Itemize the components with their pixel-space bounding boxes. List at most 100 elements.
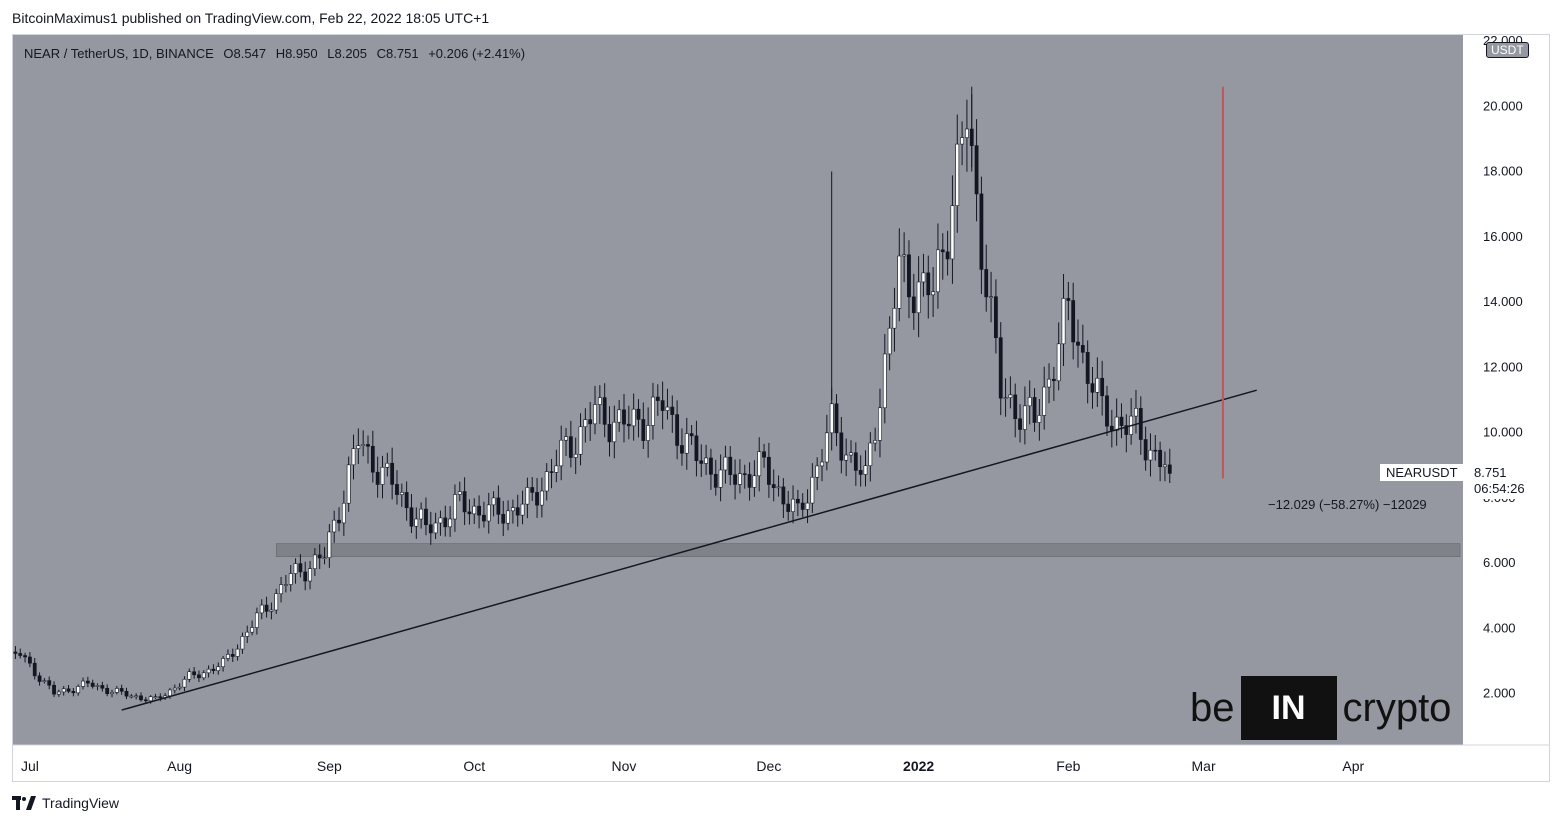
candle-body	[467, 511, 472, 515]
candle-body	[351, 448, 356, 466]
candle-body	[1124, 425, 1129, 435]
candle-body	[1022, 405, 1027, 430]
pair-label: NEAR / TetherUS, 1D, BINANCE	[24, 46, 214, 61]
candle-body	[588, 419, 593, 425]
candle-body	[554, 465, 559, 473]
bar-countdown: 06:54:26	[1474, 481, 1525, 496]
candle-body	[636, 408, 641, 420]
candle-body	[250, 627, 254, 633]
y-tick-label: 2.000	[1483, 686, 1516, 701]
publisher-line: BitcoinMaximus1 published on TradingView…	[12, 10, 490, 26]
candle-body	[1148, 449, 1153, 461]
x-tick-label: Feb	[1056, 758, 1080, 774]
candle-body	[950, 205, 955, 260]
support-zone	[275, 543, 1461, 557]
candle-body	[776, 486, 781, 489]
candle-body	[771, 484, 776, 489]
candle-body	[1042, 386, 1047, 416]
close-label: C	[376, 46, 387, 61]
candle-body	[733, 474, 737, 485]
candle-body	[766, 456, 771, 485]
watermark-left: be	[1190, 685, 1235, 730]
candle-body	[709, 457, 713, 475]
candle-body	[269, 609, 274, 612]
candle-body	[597, 397, 602, 405]
candle-body	[168, 689, 172, 697]
candle-body	[114, 688, 119, 693]
candle-body	[414, 518, 419, 527]
price-chart[interactable]: 2.0004.0006.0008.00010.00012.00014.00016…	[13, 35, 1549, 781]
candle-body	[810, 476, 815, 504]
candle-body	[1076, 341, 1080, 346]
candle-body	[1167, 464, 1172, 474]
candle-body	[684, 433, 689, 454]
candle-body	[926, 272, 931, 296]
candle-body	[1013, 394, 1018, 420]
measure-label: −12.029 (−58.27%) −12029	[1268, 497, 1427, 512]
candle-body	[71, 691, 76, 694]
candle-body	[1003, 397, 1008, 399]
candle-body	[1080, 345, 1085, 353]
footer-brand: TradingView	[42, 795, 120, 811]
symbol-tag: NEARUSDT	[1380, 464, 1464, 481]
candle-body	[308, 568, 312, 582]
candle-body	[129, 695, 134, 698]
candle-body	[332, 519, 337, 533]
candle-body	[317, 554, 322, 559]
y-tick-label: 12.000	[1483, 359, 1523, 374]
candle-body	[182, 678, 187, 688]
candle-body	[1061, 298, 1066, 345]
candle-body	[940, 249, 945, 253]
candle-body	[264, 604, 269, 612]
candle-body	[911, 296, 916, 314]
candle-body	[47, 680, 52, 686]
high-label: H	[275, 46, 286, 61]
candle-body	[564, 436, 568, 441]
y-tick-label: 10.000	[1483, 425, 1523, 440]
watermark-right: crypto	[1342, 685, 1452, 730]
candle-body	[18, 653, 23, 656]
candle-body	[795, 498, 800, 504]
candle-body	[670, 406, 675, 415]
candle-body	[486, 504, 491, 522]
close-value: 8.751	[386, 46, 419, 61]
low-value: 8.205	[334, 46, 368, 61]
candle-body	[428, 524, 433, 534]
candle-body	[742, 473, 747, 475]
high-value: 8.950	[285, 46, 318, 61]
candle-body	[506, 510, 510, 524]
candle-body	[559, 439, 564, 467]
candle-body	[110, 692, 114, 694]
candle-body	[453, 494, 457, 520]
currency-badge[interactable]: USDT	[1486, 42, 1529, 58]
candle-body	[76, 686, 81, 694]
candle-body	[974, 145, 979, 195]
candle-body	[602, 397, 607, 425]
candle-body	[998, 337, 1003, 399]
candle-body	[573, 453, 578, 458]
x-tick-label: Jul	[21, 758, 39, 774]
candle-body	[728, 456, 733, 476]
candle-body	[568, 436, 573, 458]
candle-body	[28, 656, 32, 664]
candle-body	[143, 699, 148, 702]
time-axis-background	[13, 745, 1463, 781]
candle-body	[139, 695, 143, 701]
candle-body	[187, 671, 192, 680]
watermark-box: IN	[1240, 676, 1337, 740]
x-tick-label: Dec	[756, 758, 781, 774]
price-axis-background	[1463, 35, 1549, 781]
candle-body	[878, 407, 882, 441]
candle-body	[1032, 397, 1037, 423]
candle-body	[641, 419, 646, 441]
candle-body	[965, 128, 969, 138]
candle-body	[477, 505, 481, 516]
candle-body	[370, 445, 375, 473]
candle-body	[815, 465, 820, 478]
candle-body	[337, 519, 341, 524]
candle-body	[322, 557, 327, 559]
candle-body	[226, 654, 230, 659]
candle-body	[713, 473, 718, 488]
candle-body	[56, 691, 61, 695]
x-tick-label: Apr	[1342, 758, 1364, 774]
